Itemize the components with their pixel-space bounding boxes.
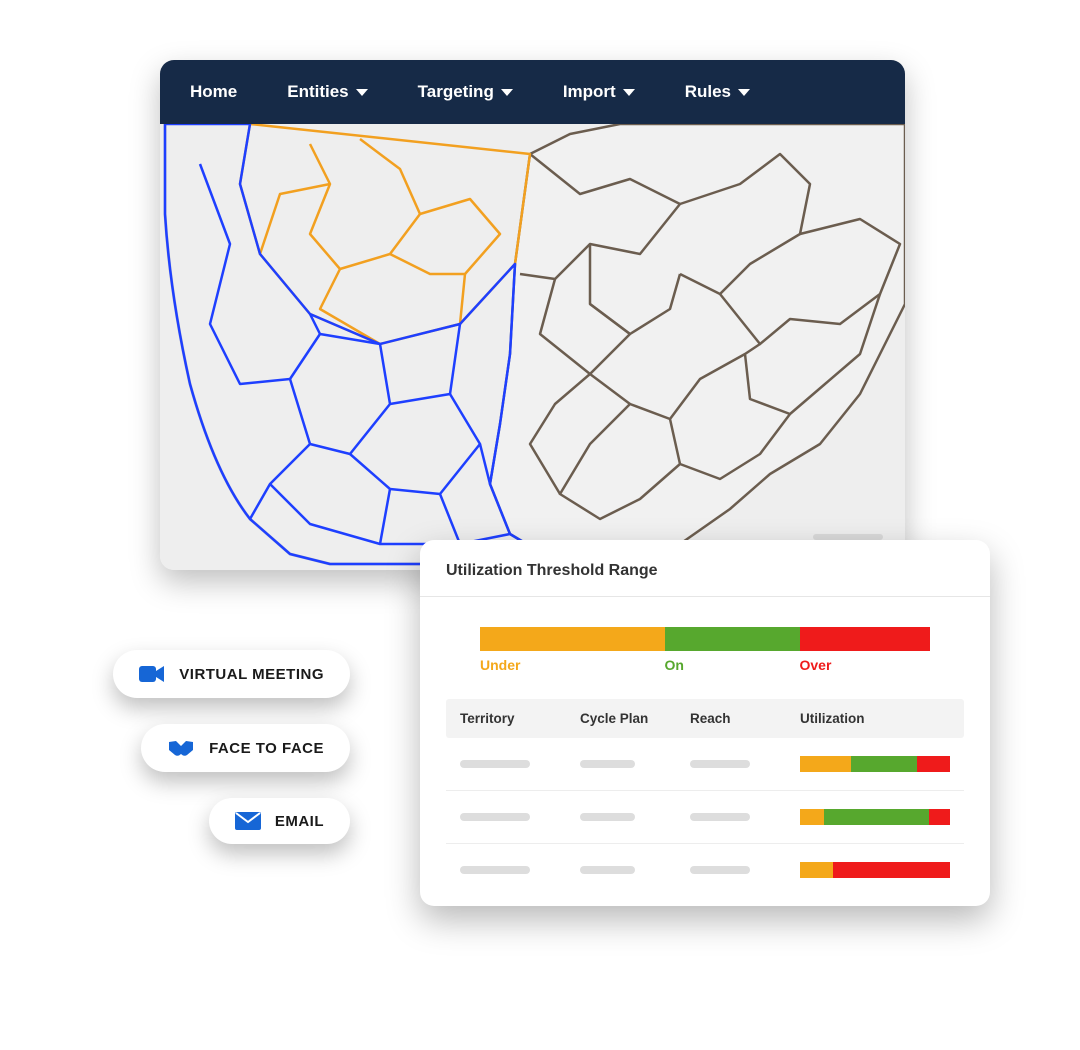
legend-labels: UnderOnOver	[480, 657, 930, 673]
chip-label: FACE TO FACE	[209, 740, 324, 757]
legend-label: Under	[480, 657, 665, 673]
nav-targeting[interactable]: Targeting	[418, 82, 513, 102]
th-reach: Reach	[690, 711, 800, 726]
placeholder	[460, 760, 530, 768]
placeholder	[460, 866, 530, 874]
th-utilization: Utilization	[800, 711, 950, 726]
chip-virtual-meeting[interactable]: VIRTUAL MEETING	[113, 650, 350, 698]
map-svg	[160, 124, 905, 570]
chip-label: EMAIL	[275, 813, 324, 830]
th-cycle-plan: Cycle Plan	[580, 711, 690, 726]
utilization-bar	[800, 756, 950, 772]
utilization-table: Territory Cycle Plan Reach Utilization	[420, 685, 990, 896]
nav-label: Entities	[287, 82, 348, 102]
table-header: Territory Cycle Plan Reach Utilization	[446, 699, 964, 738]
legend-bar	[480, 627, 930, 651]
placeholder	[690, 866, 750, 874]
placeholder	[690, 813, 750, 821]
chip-label: VIRTUAL MEETING	[179, 666, 324, 683]
chip-email[interactable]: EMAIL	[209, 798, 350, 844]
nav-label: Targeting	[418, 82, 494, 102]
legend-label: Over	[800, 657, 931, 673]
chevron-down-icon	[738, 89, 750, 96]
nav-home[interactable]: Home	[190, 82, 237, 102]
nav-rules[interactable]: Rules	[685, 82, 750, 102]
legend-segment	[480, 627, 665, 651]
chip-face-to-face[interactable]: FACE TO FACE	[141, 724, 350, 772]
nav-label: Import	[563, 82, 616, 102]
table-row[interactable]	[446, 791, 964, 844]
legend-segment	[800, 627, 931, 651]
utilization-bar	[800, 862, 950, 878]
placeholder	[580, 813, 635, 821]
chevron-down-icon	[356, 89, 368, 96]
nav-label: Home	[190, 82, 237, 102]
th-territory: Territory	[460, 711, 580, 726]
legend-segment	[665, 627, 800, 651]
camera-icon	[139, 664, 165, 684]
envelope-icon	[235, 812, 261, 830]
panel-title: Utilization Threshold Range	[420, 540, 990, 596]
placeholder	[690, 760, 750, 768]
placeholder	[460, 813, 530, 821]
utilization-panel: Utilization Threshold Range UnderOnOver …	[420, 540, 990, 906]
placeholder	[580, 866, 635, 874]
handshake-icon	[167, 738, 195, 758]
chevron-down-icon	[623, 89, 635, 96]
nav-label: Rules	[685, 82, 731, 102]
legend: UnderOnOver	[420, 597, 990, 685]
territory-map[interactable]	[160, 124, 905, 570]
utilization-bar	[800, 809, 950, 825]
chevron-down-icon	[501, 89, 513, 96]
channel-chips: VIRTUAL MEETING FACE TO FACE EMAIL	[90, 650, 350, 844]
map-window: Home Entities Targeting Import Rules	[160, 60, 905, 570]
legend-label: On	[665, 657, 800, 673]
nav-entities[interactable]: Entities	[287, 82, 367, 102]
table-row[interactable]	[446, 738, 964, 791]
placeholder	[580, 760, 635, 768]
table-row[interactable]	[446, 844, 964, 896]
nav-import[interactable]: Import	[563, 82, 635, 102]
nav-bar: Home Entities Targeting Import Rules	[160, 60, 905, 124]
